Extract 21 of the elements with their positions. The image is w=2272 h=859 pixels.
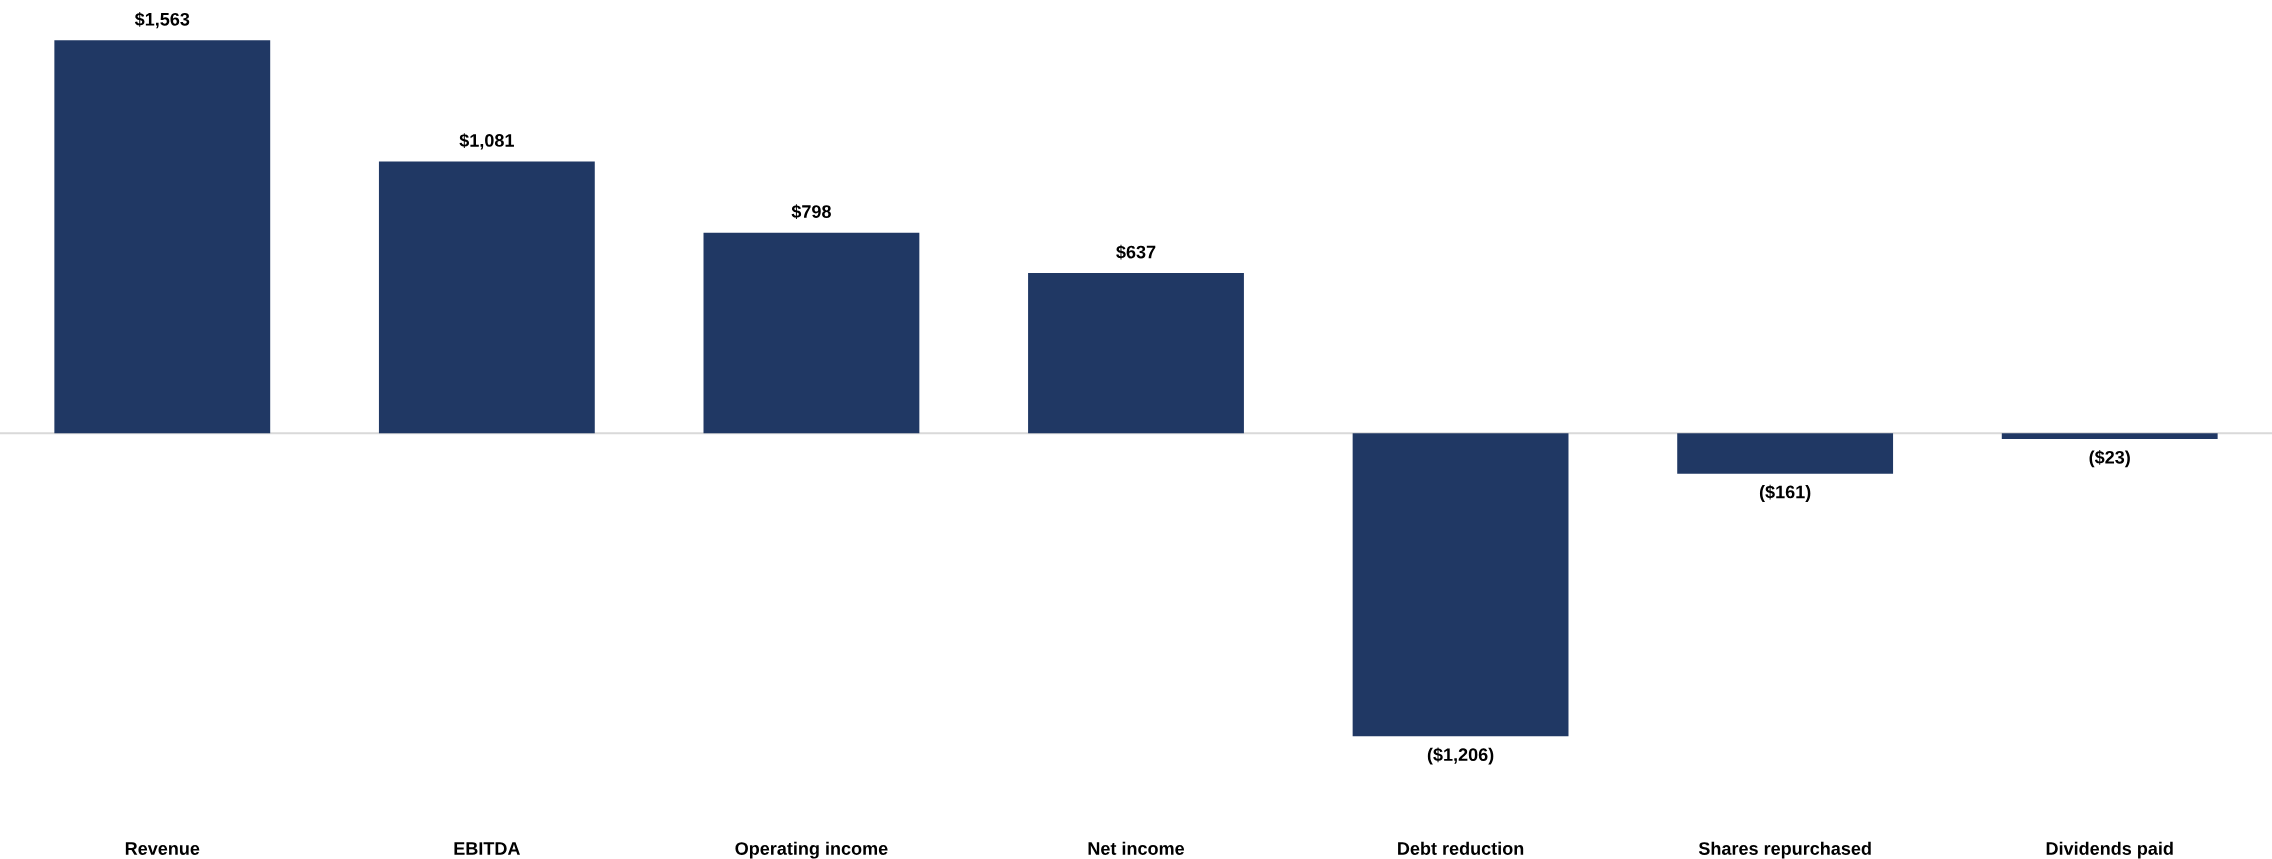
data-label: $798	[791, 204, 831, 220]
x-tick-label: Revenue	[125, 842, 200, 855]
bar	[54, 40, 271, 434]
x-tick-label: Shares repurchased	[1698, 841, 1871, 859]
data-label: $1,563	[134, 12, 190, 29]
bar	[703, 232, 920, 434]
data-label: $637	[1116, 244, 1156, 260]
bar	[378, 161, 595, 434]
bar	[2001, 433, 2218, 439]
x-tick-label: Net income	[1088, 841, 1185, 855]
data-label: $1,081	[459, 133, 514, 150]
x-tick-label: EBITDA	[454, 842, 520, 855]
x-tick-label: Operating income	[735, 841, 888, 859]
data-label: ($23)	[2089, 450, 2130, 468]
x-tick-label: Debt reduction	[1398, 841, 1524, 855]
x-tick-label: Dividends paid	[2046, 841, 2173, 859]
bar	[1677, 433, 1894, 474]
bar	[1028, 273, 1244, 434]
data-label: ($161)	[1759, 484, 1811, 502]
data-label: ($1,206)	[1427, 747, 1494, 765]
bar	[1352, 433, 1569, 737]
